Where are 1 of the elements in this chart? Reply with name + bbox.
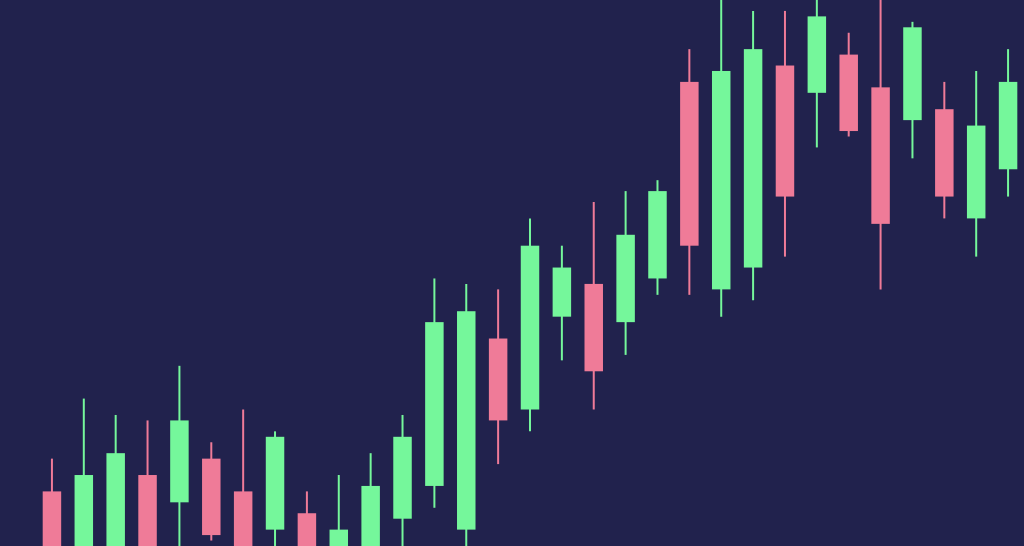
candlestick (329, 474, 349, 546)
